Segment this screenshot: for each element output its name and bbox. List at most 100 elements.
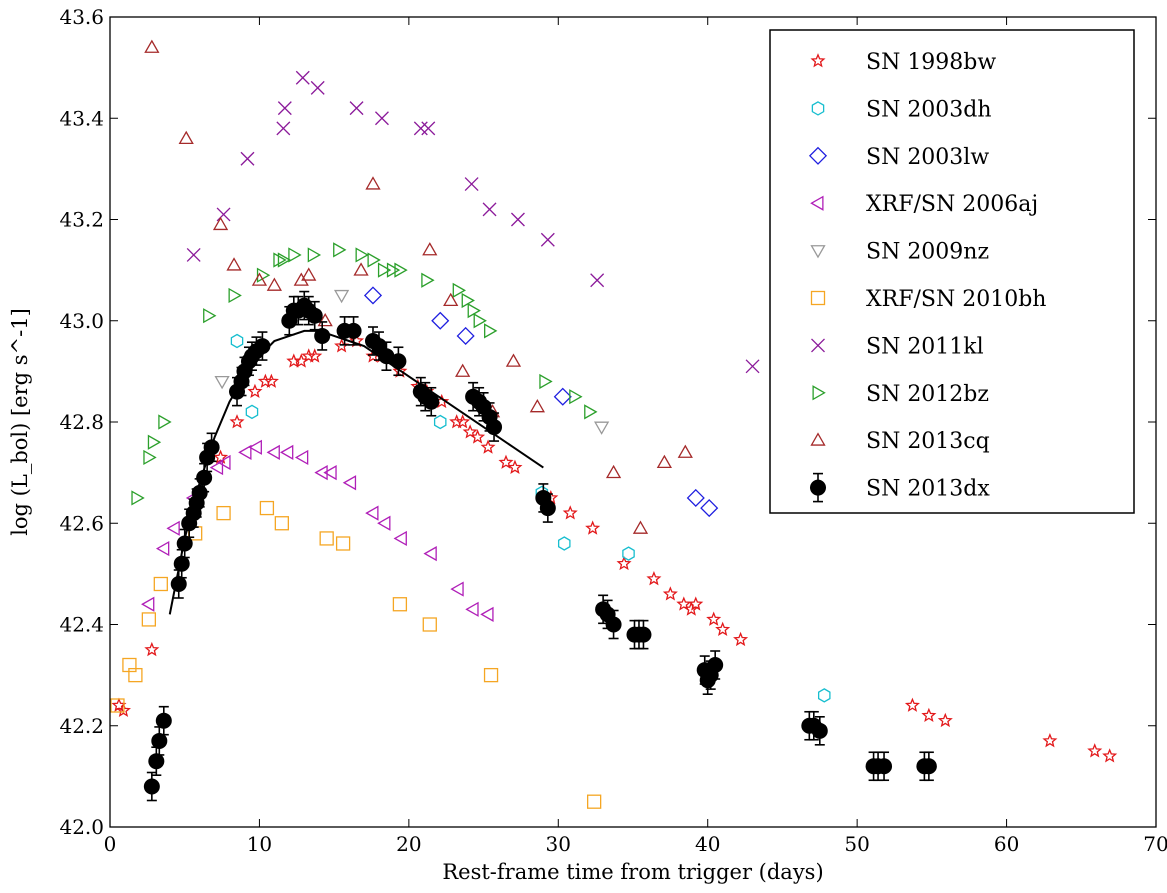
point-5-2	[128, 667, 143, 683]
point-3-9	[280, 444, 294, 460]
point-7-13	[367, 252, 381, 268]
y-tick-label-2: 42.4	[59, 613, 104, 637]
legend-item-5: XRF/SN 2010bh	[810, 287, 1046, 312]
series-9	[143, 290, 937, 802]
point-0-1	[115, 702, 131, 717]
point-3-15	[377, 515, 391, 531]
point-2-5	[700, 499, 719, 518]
x-tick-label-7: 70	[1143, 832, 1167, 856]
point-6-15	[590, 273, 605, 288]
point-8-0	[144, 39, 160, 53]
legend-label-1: SN 2003dh	[866, 97, 992, 122]
point-7-23	[539, 373, 553, 390]
point-4-1	[333, 289, 350, 304]
point-3-1	[155, 540, 170, 557]
point-0-32	[662, 586, 678, 601]
legend-item-3: XRF/SN 2006aj	[810, 192, 1038, 217]
point-0-35	[688, 596, 704, 611]
point-2-2	[456, 326, 475, 345]
y-tick-label-6: 43.2	[59, 208, 104, 232]
point-6-12	[482, 202, 497, 217]
point-7-5	[228, 287, 242, 304]
point-8-5	[266, 277, 282, 291]
point-3-14	[365, 505, 379, 521]
point-6-2	[240, 151, 255, 166]
legend-label-3: XRF/SN 2006aj	[866, 192, 1038, 217]
point-7-14	[377, 262, 392, 278]
point-1-4	[557, 536, 571, 551]
point-2-0	[363, 286, 383, 305]
point-8-8	[317, 312, 333, 327]
point-6-13	[510, 212, 525, 227]
point-3-10	[294, 449, 309, 466]
point-9-36	[423, 386, 440, 417]
point-7-3	[158, 414, 172, 430]
point-3-4	[209, 459, 224, 476]
point-5-14	[586, 794, 602, 809]
point-6-6	[310, 80, 325, 95]
point-8-15	[505, 353, 522, 367]
point-1-0	[230, 333, 244, 349]
point-0-22	[462, 424, 478, 439]
point-7-0	[131, 490, 145, 506]
point-7-6	[256, 267, 271, 283]
legend-label-9: SN 2013dx	[866, 477, 990, 502]
point-8-18	[632, 520, 649, 534]
point-5-8	[274, 516, 289, 531]
point-7-9	[288, 247, 302, 263]
point-0-38	[733, 631, 749, 647]
point-0-24	[480, 439, 496, 454]
legend-label-5: XRF/SN 2010bh	[866, 287, 1046, 312]
x-tick-label-0: 0	[104, 832, 117, 856]
legend-marker-0	[810, 53, 826, 68]
legend-label-7: SN 2012bz	[866, 382, 989, 407]
point-2-4	[686, 488, 705, 507]
series-3	[141, 439, 494, 622]
point-7-25	[584, 404, 598, 420]
point-3-5	[217, 454, 231, 471]
point-8-9	[353, 262, 369, 276]
point-9-1	[148, 746, 165, 776]
point-5-0	[110, 698, 125, 713]
point-3-17	[423, 546, 437, 562]
point-6-3	[276, 121, 291, 136]
legend-box	[769, 29, 1135, 514]
point-7-2	[147, 434, 162, 450]
point-7-8	[277, 252, 292, 268]
point-8-10	[365, 176, 381, 190]
point-0-30	[616, 555, 632, 571]
point-8-20	[677, 444, 693, 458]
x-tick-label-3: 30	[546, 832, 571, 856]
point-1-2	[433, 414, 447, 430]
legend-item-0: SN 1998bw	[810, 50, 996, 75]
point-5-7	[259, 500, 275, 516]
point-6-8	[375, 111, 389, 126]
point-6-11	[464, 177, 479, 192]
point-3-16	[393, 530, 407, 547]
series-4	[214, 289, 610, 435]
chart-marks	[110, 39, 1118, 809]
point-0-36	[706, 611, 722, 626]
y-tick-label-7: 43.4	[59, 106, 104, 130]
point-3-2	[166, 520, 180, 536]
legend-marker-6	[811, 338, 825, 353]
point-9-20	[254, 331, 271, 361]
point-7-24	[569, 389, 583, 405]
point-3-6	[238, 444, 252, 460]
point-0-26	[507, 459, 523, 474]
point-3-12	[323, 465, 337, 481]
legend-label-4: SN 2009nz	[866, 240, 989, 265]
point-8-16	[529, 399, 545, 413]
point-0-12	[334, 338, 350, 353]
point-8-11	[422, 242, 438, 256]
point-8-19	[656, 454, 673, 469]
point-6-10	[421, 121, 436, 136]
y-tick-label-5: 43.0	[59, 309, 104, 333]
y-tick-label-4: 42.8	[59, 410, 104, 434]
point-2-1	[431, 311, 450, 330]
series-2	[363, 286, 719, 518]
legend: SN 1998bw SN 2003dh SN 2003lw XRF/SN 2006aj…	[769, 29, 1135, 514]
y-axis-label: log (L_bol) [erg s^-1]	[8, 308, 32, 536]
